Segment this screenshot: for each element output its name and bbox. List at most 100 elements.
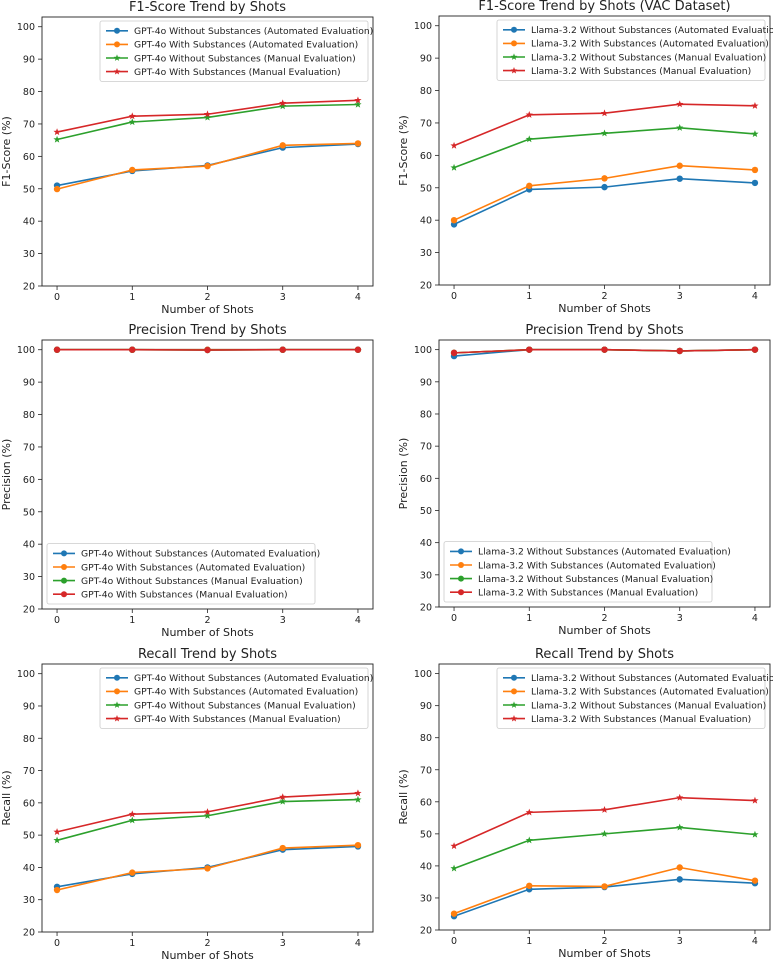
- x-tick-label: 1: [129, 938, 135, 949]
- x-tick-label: 4: [752, 613, 758, 624]
- legend-entry: Llama-3.2 With Substances (Automated Eva…: [478, 560, 716, 571]
- legend-entry: Llama-3.2 With Substances (Automated Eva…: [531, 687, 769, 698]
- y-tick-label: 40: [420, 538, 432, 549]
- legend-entry: Llama-3.2 Without Substances (Automated …: [478, 547, 731, 558]
- y-tick-label: 60: [420, 151, 432, 162]
- data-point: [129, 118, 136, 125]
- data-point: [129, 167, 135, 173]
- data-point: [450, 164, 457, 171]
- data-point: [677, 348, 683, 354]
- data-point: [54, 887, 60, 893]
- chart-title: Precision Trend by Shots: [525, 323, 683, 338]
- legend-entry: GPT-4o With Substances (Manual Evaluatio…: [81, 590, 288, 601]
- legend-entry: Llama-3.2 Without Substances (Automated …: [531, 673, 773, 684]
- chart-title: F1-Score Trend by Shots: [129, 0, 286, 15]
- y-axis-label: Precision (%): [0, 439, 13, 511]
- legend-entry: GPT-4o Without Substances (Automated Eva…: [134, 26, 373, 37]
- chart-title: Recall Trend by Shots: [535, 647, 674, 662]
- y-tick-label: 80: [23, 410, 35, 421]
- data-point: [129, 816, 136, 823]
- x-tick-label: 4: [355, 938, 361, 949]
- data-point: [204, 347, 210, 353]
- y-tick-label: 80: [23, 87, 35, 98]
- legend-entry: Llama-3.2 Without Substances (Manual Eva…: [531, 700, 766, 711]
- data-point: [752, 877, 758, 883]
- y-tick-label: 60: [420, 797, 432, 808]
- y-tick-label: 70: [420, 442, 432, 453]
- x-tick-label: 0: [54, 292, 60, 303]
- y-tick-label: 90: [420, 701, 432, 712]
- data-point: [355, 842, 361, 848]
- data-point: [129, 112, 136, 119]
- chart-panel-5: Recall Trend by Shots2030405060708090100…: [0, 647, 373, 959]
- legend: GPT-4o Without Substances (Automated Eva…: [47, 544, 320, 604]
- data-point: [601, 130, 608, 137]
- y-tick-label: 80: [420, 733, 432, 744]
- data-point: [601, 184, 607, 190]
- y-tick-label: 90: [420, 54, 432, 65]
- y-axis-label: F1-Score (%): [0, 116, 13, 187]
- chart-panel-3: Precision Trend by Shots2030405060708090…: [0, 323, 373, 639]
- x-tick-label: 2: [204, 938, 210, 949]
- data-point: [677, 175, 683, 181]
- x-tick-label: 3: [677, 936, 683, 947]
- y-tick-label: 40: [23, 863, 35, 874]
- legend: Llama-3.2 Without Substances (Automated …: [497, 20, 773, 80]
- y-axis-label: Recall (%): [397, 769, 410, 824]
- data-point: [355, 140, 361, 146]
- x-tick-label: 4: [355, 615, 361, 626]
- y-tick-label: 20: [23, 605, 35, 616]
- y-tick-label: 30: [420, 248, 432, 259]
- y-tick-label: 60: [23, 152, 35, 163]
- x-axis-label: Number of Shots: [161, 949, 254, 959]
- legend-entry: Llama-3.2 Without Substances (Manual Eva…: [531, 52, 766, 63]
- x-tick-label: 3: [677, 291, 683, 302]
- legend-entry: GPT-4o Without Substances (Automated Eva…: [81, 549, 320, 560]
- y-tick-label: 40: [23, 540, 35, 551]
- x-axis-label: Number of Shots: [558, 624, 651, 637]
- data-point: [601, 175, 607, 181]
- series-3: [450, 824, 758, 872]
- x-tick-label: 0: [451, 291, 457, 302]
- data-point: [54, 347, 60, 353]
- legend-entry: Llama-3.2 With Substances (Automated Eva…: [531, 39, 769, 50]
- data-point: [751, 831, 758, 838]
- y-tick-label: 100: [17, 669, 35, 680]
- data-point: [676, 824, 683, 831]
- legend-marker: [61, 564, 67, 570]
- legend: GPT-4o Without Substances (Automated Eva…: [100, 668, 373, 728]
- data-point: [676, 124, 683, 131]
- legend-entry: Llama-3.2 Without Substances (Manual Eva…: [478, 574, 713, 585]
- data-point: [54, 186, 60, 192]
- legend: Llama-3.2 Without Substances (Automated …: [444, 542, 731, 602]
- legend-marker: [114, 41, 120, 47]
- y-tick-label: 60: [23, 798, 35, 809]
- data-point: [280, 845, 286, 851]
- legend: Llama-3.2 Without Substances (Automated …: [497, 668, 773, 728]
- data-point: [279, 798, 286, 805]
- data-point: [526, 183, 532, 189]
- data-point: [676, 100, 683, 107]
- legend-marker: [114, 28, 120, 34]
- data-point: [676, 794, 683, 801]
- x-tick-label: 0: [451, 613, 457, 624]
- y-axis-label: Recall (%): [0, 770, 13, 825]
- data-point: [752, 167, 758, 173]
- data-point: [355, 347, 361, 353]
- x-tick-label: 3: [280, 615, 286, 626]
- legend-entry: GPT-4o With Substances (Automated Evalua…: [81, 562, 305, 573]
- series-3: [450, 124, 758, 171]
- legend-entry: GPT-4o Without Substances (Manual Evalua…: [81, 576, 303, 587]
- y-tick-label: 50: [23, 184, 35, 195]
- y-tick-label: 20: [420, 603, 432, 614]
- legend-entry: Llama-3.2 Without Substances (Automated …: [531, 25, 773, 36]
- y-tick-label: 40: [420, 861, 432, 872]
- y-tick-label: 40: [23, 217, 35, 228]
- y-tick-label: 70: [23, 119, 35, 130]
- legend-entry: Llama-3.2 With Substances (Manual Evalua…: [478, 588, 698, 599]
- chart-title: F1-Score Trend by Shots (VAC Dataset): [478, 0, 730, 14]
- y-tick-label: 70: [420, 118, 432, 129]
- data-point: [601, 109, 608, 116]
- legend-marker: [511, 675, 517, 681]
